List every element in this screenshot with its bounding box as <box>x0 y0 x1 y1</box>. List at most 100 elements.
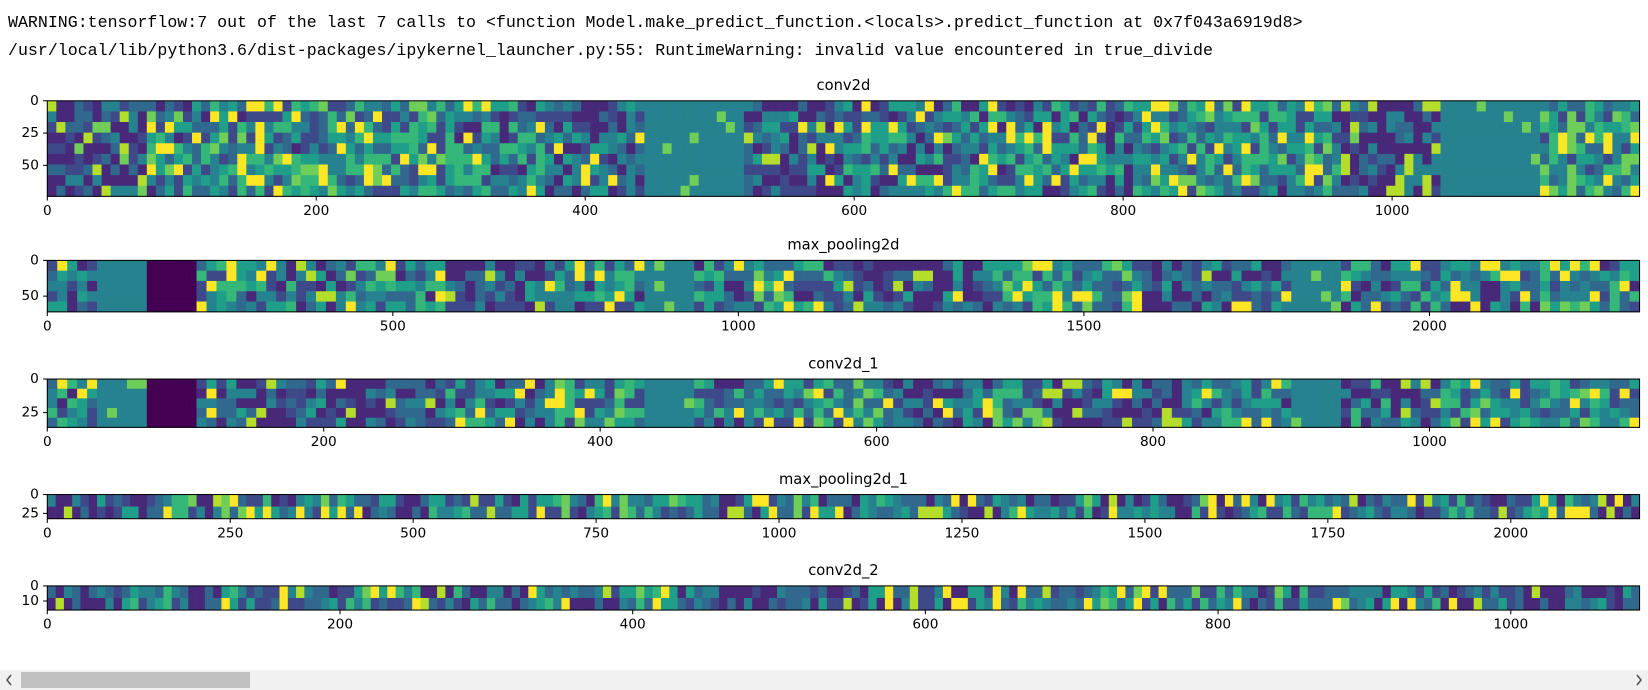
feature-pixel <box>107 280 118 292</box>
feature-pixel <box>1211 260 1222 272</box>
feature-pixel <box>564 388 576 399</box>
feature-pixel <box>137 143 148 155</box>
feature-pixel <box>1630 164 1640 176</box>
feature-pixel <box>63 597 73 611</box>
feature-pixel <box>614 291 625 302</box>
feature-pixel <box>1250 164 1260 176</box>
feature-pixel <box>345 143 356 155</box>
feature-pixel <box>345 291 357 302</box>
feature-pixel <box>992 280 1003 292</box>
feature-pixel <box>315 291 327 302</box>
feature-pixel <box>1299 506 1309 520</box>
feature-pixel <box>553 122 564 133</box>
feature-pixel <box>982 417 994 428</box>
feature-pixel <box>485 417 496 428</box>
feature-pixel <box>644 260 655 272</box>
feature-pixel <box>1307 585 1317 599</box>
feature-pixel <box>1594 164 1604 176</box>
feature-pixel <box>594 291 605 302</box>
feature-pixel <box>825 185 835 197</box>
feature-pixel <box>876 597 886 611</box>
feature-pixel <box>564 417 576 428</box>
feature-pixel <box>992 597 1002 611</box>
feature-pixel <box>803 388 814 399</box>
feature-pixel <box>698 175 709 187</box>
feature-pixel <box>508 185 519 197</box>
feature-pixel <box>843 143 853 155</box>
feature-pixel <box>92 100 102 112</box>
feature-pixel <box>662 164 672 176</box>
feature-pixel <box>1092 417 1103 428</box>
feature-pixel <box>1072 280 1083 292</box>
feature-pixel <box>1060 175 1070 187</box>
feature-pixel <box>156 260 168 272</box>
feature-pixel <box>1450 270 1461 282</box>
feature-pixel <box>382 111 392 123</box>
feature-pixel <box>879 122 889 133</box>
feature-pixel <box>951 494 960 507</box>
feature-pixel <box>436 111 446 123</box>
feature-pixel <box>445 280 456 292</box>
feature-pixel <box>264 164 274 176</box>
feature-pixel <box>584 398 595 409</box>
feature-pixel <box>363 111 374 123</box>
feature-pixel <box>834 185 844 197</box>
feature-pixel <box>1341 280 1352 292</box>
feature-pixel <box>345 506 355 520</box>
feature-pixel <box>544 379 556 390</box>
feature-pixel <box>412 494 421 507</box>
feature-pixel <box>1072 260 1083 272</box>
scroll-left[interactable] <box>6 674 12 686</box>
feature-pixel <box>1341 260 1352 272</box>
feature-pixel <box>74 122 84 133</box>
feature-pixel <box>67 379 78 390</box>
feature-pixel <box>942 122 953 133</box>
feature-pixel <box>57 291 68 302</box>
feature-pixel <box>1430 388 1441 399</box>
x-tick-label: 500 <box>400 525 426 541</box>
feature-pixel <box>680 100 690 112</box>
feature-pixel <box>893 585 902 599</box>
feature-pixel <box>1268 132 1278 144</box>
feature-pixel <box>255 111 265 123</box>
feature-pixel <box>1161 379 1173 390</box>
feature-pixel <box>762 122 772 133</box>
feature-pixel <box>1201 379 1212 390</box>
feature-pixel <box>1258 506 1267 520</box>
feature-pixel <box>481 100 491 112</box>
feature-pixel <box>798 143 808 155</box>
feature-pixel <box>743 175 754 187</box>
feature-pixel <box>1400 260 1411 272</box>
feature-pixel <box>893 260 904 272</box>
feature-pixel <box>101 143 111 155</box>
feature-pixel <box>1374 506 1383 520</box>
feature-pixel <box>1125 585 1134 599</box>
feature-pixel <box>1151 122 1161 133</box>
feature-pixel <box>813 280 824 292</box>
feature-pixel <box>918 585 927 599</box>
feature-pixel <box>524 291 536 302</box>
scroll-right[interactable] <box>1636 674 1642 686</box>
feature-pixel <box>1033 122 1043 133</box>
feature-pixel <box>119 132 130 144</box>
feature-pixel <box>47 417 58 428</box>
feature-pixel <box>428 597 438 611</box>
feature-pixel <box>1395 100 1405 112</box>
scrollbar-track[interactable] <box>0 670 1648 690</box>
feature-pixel <box>309 143 320 155</box>
feature-pixel <box>1579 260 1591 272</box>
feature-pixel <box>1012 379 1023 390</box>
feature-pixel <box>636 494 645 507</box>
scrollbar-thumb[interactable] <box>21 672 250 688</box>
feature-pixel <box>1331 153 1342 165</box>
feature-pixel <box>1141 585 1151 599</box>
feature-pixel <box>116 417 128 428</box>
feature-pixel <box>1241 153 1251 165</box>
feature-pixel <box>813 417 824 428</box>
feature-pixel <box>88 585 98 599</box>
feature-pixel <box>883 408 894 419</box>
feature-pixel <box>296 291 307 302</box>
feature-pixel <box>415 280 426 292</box>
feature-pixel <box>379 585 388 599</box>
feature-pixel <box>1450 408 1461 419</box>
